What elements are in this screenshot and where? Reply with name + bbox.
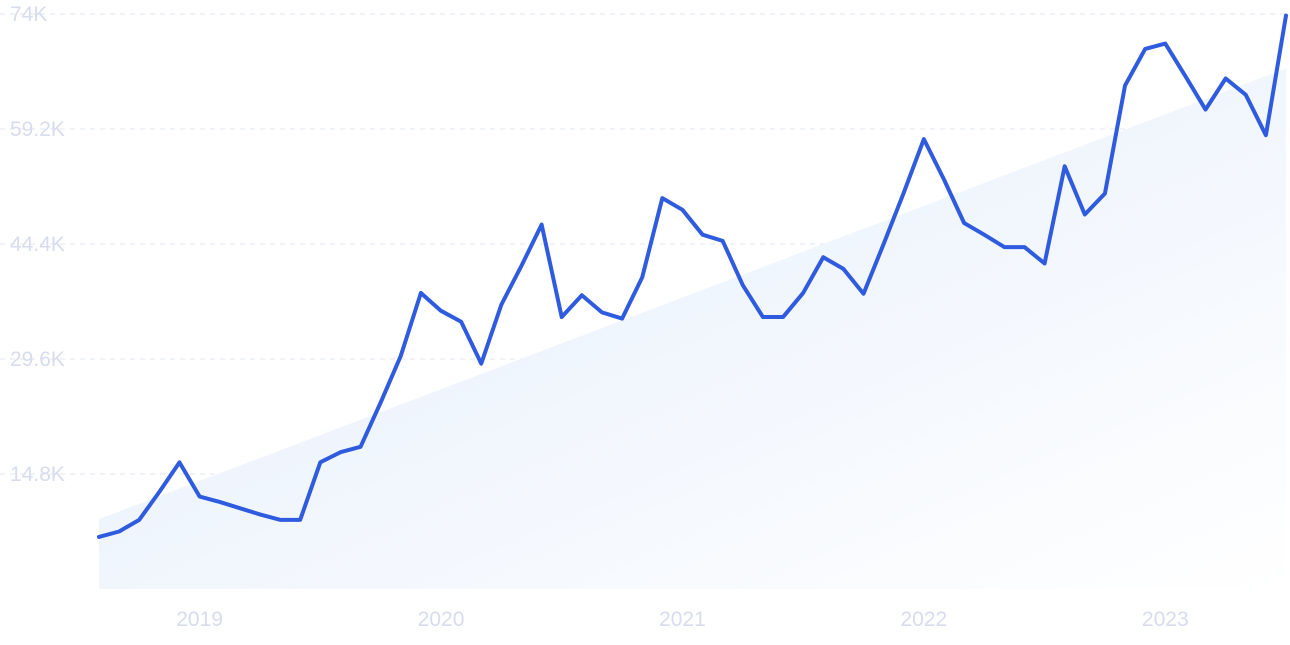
x-axis-ticks: 2019 2020 2021 2022 2023 [176, 608, 1188, 631]
x-tick-label: 2020 [418, 608, 465, 631]
y-tick-label: 74K [10, 3, 47, 26]
x-tick-label: 2023 [1142, 608, 1189, 631]
y-tick-label: 14.8K [10, 463, 65, 486]
y-tick-label: 59.2K [10, 118, 65, 141]
x-tick-label: 2021 [659, 608, 706, 631]
series-layer [97, 13, 1288, 539]
y-axis-ticks: 14.8K 29.6K 44.4K 59.2K 74K [10, 3, 65, 486]
x-tick-label: 2019 [176, 608, 223, 631]
series-line [97, 13, 1288, 539]
x-tick-label: 2022 [901, 608, 948, 631]
trend-area [99, 68, 1286, 589]
trend-area-fill [99, 68, 1286, 589]
y-tick-label: 44.4K [10, 233, 65, 256]
y-tick-label: 29.6K [10, 348, 65, 371]
